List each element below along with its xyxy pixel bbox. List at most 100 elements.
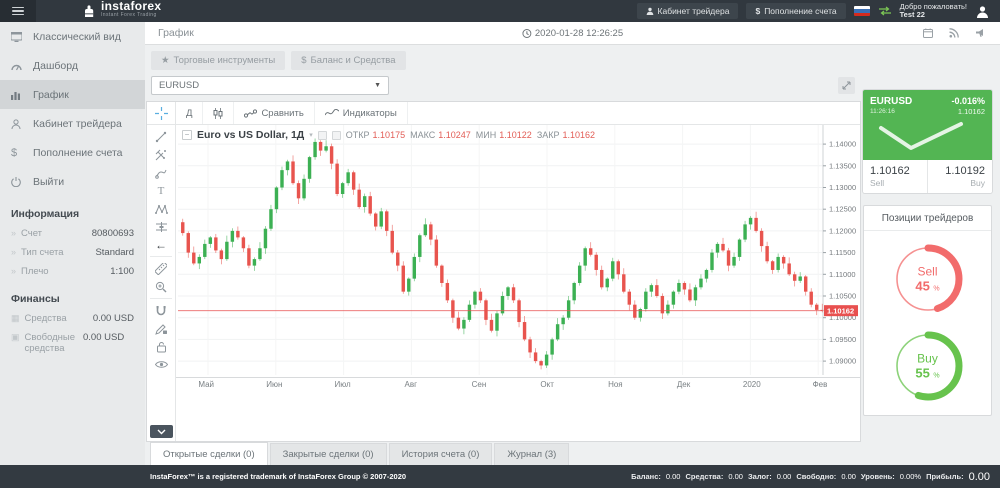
logo-subtitle: Instant Forex Trading (101, 11, 161, 20)
title-bar: График 2020-01-28 12:26:25 (145, 22, 1000, 45)
buy-label: Buy (935, 178, 985, 188)
chart-type-button[interactable] (203, 102, 234, 124)
footer-stat-label: Баланс: (631, 472, 661, 481)
pitchfork-tool[interactable] (150, 146, 172, 163)
trading-instruments-button[interactable]: ★ Торговые инструменты (151, 51, 285, 70)
symbol-select[interactable]: EURUSD ▼ (151, 76, 389, 95)
svg-text:1.12500: 1.12500 (829, 205, 856, 214)
tools-collapse-button[interactable] (150, 425, 173, 438)
footer-stat-value: 0.00 (666, 472, 681, 481)
sidebar-section-finance: Финансы (0, 281, 145, 309)
legend-settings-icon[interactable] (318, 131, 327, 140)
sell-gauge: Sell45 % (864, 240, 991, 318)
legend-settings-icon[interactable] (332, 131, 341, 140)
time-axis-label: Авг (405, 380, 418, 389)
fist-logo-icon (82, 4, 96, 19)
avatar-button[interactable] (975, 4, 990, 19)
collapse-legend-icon[interactable]: − (182, 130, 192, 140)
account-type: Standard (95, 247, 134, 258)
zoom-in-tool[interactable] (150, 278, 172, 295)
rss-icon[interactable] (949, 28, 959, 38)
tab-3[interactable]: Журнал (3) (494, 443, 569, 465)
sidebar-section-information: Информация (0, 196, 145, 224)
indicators-button[interactable]: Индикаторы (315, 102, 408, 124)
legend-caret-icon[interactable]: ▾ (309, 131, 313, 139)
text-tool[interactable]: T (150, 182, 172, 199)
chevron-down-icon: ▼ (374, 82, 381, 89)
time-axis-label: Июл (334, 380, 350, 389)
clock-icon (522, 29, 531, 38)
svg-text:1.14000: 1.14000 (829, 140, 856, 149)
arrow-tool[interactable]: ← (150, 236, 172, 253)
brand-logo[interactable]: instaforex Instant Forex Trading (82, 2, 161, 20)
candlestick-chart[interactable]: 1.140001.135001.130001.125001.120001.115… (176, 125, 860, 377)
deposit-button[interactable]: $ Пополнение счета (746, 3, 845, 19)
crosshair-icon (155, 107, 168, 120)
visibility-tool[interactable] (150, 356, 172, 373)
footer-stat-label: Уровень: (861, 472, 895, 481)
calendar-icon[interactable] (923, 28, 933, 38)
ohlc-close: ЗАКР1.10162 (537, 130, 595, 140)
compare-icon (244, 109, 257, 118)
measure-tool[interactable] (150, 260, 172, 277)
bottom-tabs: Открытые сделки (0)Закрытые сделки (0)Ис… (145, 442, 1000, 465)
expand-icon (842, 81, 851, 90)
footer-stat-label: Прибыль: (926, 472, 964, 481)
sidebar-item-classic-view[interactable]: Классический вид (0, 22, 145, 51)
svg-text:1.09500: 1.09500 (829, 335, 856, 344)
ohlc-low: МИН1.10122 (476, 130, 532, 140)
buy-gauge-text: Buy55 % (915, 352, 939, 381)
trader-cabinet-button[interactable]: Кабинет трейдера (637, 3, 739, 19)
finance-row-funds: ▦Средства 0.00 USD (0, 309, 145, 328)
exchange-arrows-icon[interactable] (878, 6, 892, 16)
sidebar-item-logout[interactable]: Выйти (0, 167, 145, 196)
buy-quote-button[interactable]: 1.10192 Buy (927, 160, 992, 193)
tab-2[interactable]: История счета (0) (389, 443, 493, 465)
chevron-right-icon: » (11, 228, 16, 239)
buy-price: 1.10192 (935, 165, 985, 177)
quote-price: 1.10162 (958, 107, 985, 116)
time-axis-label: Ноя (608, 380, 623, 389)
sidebar-item-chart[interactable]: График (0, 80, 145, 109)
chart-toolbar: Д Сравнить Индикаторы (147, 102, 860, 125)
footer: InstaForex™ is a registered trademark of… (0, 465, 1000, 488)
user-icon (646, 7, 654, 15)
ohlc-high: МАКС1.10247 (410, 130, 471, 140)
pattern-tool[interactable] (150, 200, 172, 217)
sparkline-icon (873, 118, 973, 154)
brush-tool[interactable] (150, 164, 172, 181)
info-row-account: »Счет 80800693 (0, 224, 145, 243)
sidebar: Классический вид Дашборд График Кабинет … (0, 22, 145, 465)
right-panel: EURUSD 11:26:16 -0.016% 1.10162 1.10162 … (861, 45, 1000, 442)
position-tool[interactable] (150, 218, 172, 235)
welcome-text: Добро пожаловать! Test 22 (900, 3, 967, 20)
tab-0[interactable]: Открытые сделки (0) (150, 442, 268, 465)
crosshair-tool[interactable] (147, 102, 176, 124)
svg-text:1.13000: 1.13000 (829, 183, 856, 192)
hamburger-menu-button[interactable] (0, 0, 36, 22)
interval-button[interactable]: Д (176, 102, 203, 124)
lock-tool[interactable] (150, 338, 172, 355)
quote-card[interactable]: EURUSD 11:26:16 -0.016% 1.10162 1.10162 … (863, 90, 992, 193)
info-row-account-type: »Тип счета Standard (0, 243, 145, 262)
trend-line-tool[interactable] (150, 128, 172, 145)
sell-quote-button[interactable]: 1.10162 Sell (863, 160, 927, 193)
chart-area[interactable]: − Euro vs US Dollar, 1Д ▾ ОТКР1.10175 МА… (176, 125, 860, 441)
drawing-lock-tool[interactable] (150, 320, 172, 337)
compare-button[interactable]: Сравнить (234, 102, 314, 124)
fullscreen-button[interactable] (838, 77, 855, 94)
megaphone-icon[interactable] (975, 28, 986, 38)
sidebar-item-dashboard[interactable]: Дашборд (0, 51, 145, 80)
candles-icon (213, 108, 223, 119)
info-row-leverage: »Плечо 1:100 (0, 262, 145, 281)
time-axis[interactable]: МайИюнИюлАвгСенОктНояДек2020Фев (176, 377, 860, 390)
language-flag-russia[interactable] (854, 6, 870, 16)
magnet-tool[interactable] (150, 302, 172, 319)
footer-stat-value: 0.00% (900, 472, 921, 481)
sidebar-item-deposit[interactable]: $ Пополнение счета (0, 138, 145, 167)
balance-funds-button[interactable]: $ Баланс и Средства (291, 51, 405, 70)
svg-text:1.11500: 1.11500 (829, 248, 856, 257)
sidebar-item-trader-cabinet[interactable]: Кабинет трейдера (0, 109, 145, 138)
footer-stat-value: 0.00 (777, 472, 792, 481)
tab-1[interactable]: Закрытые сделки (0) (270, 443, 387, 465)
